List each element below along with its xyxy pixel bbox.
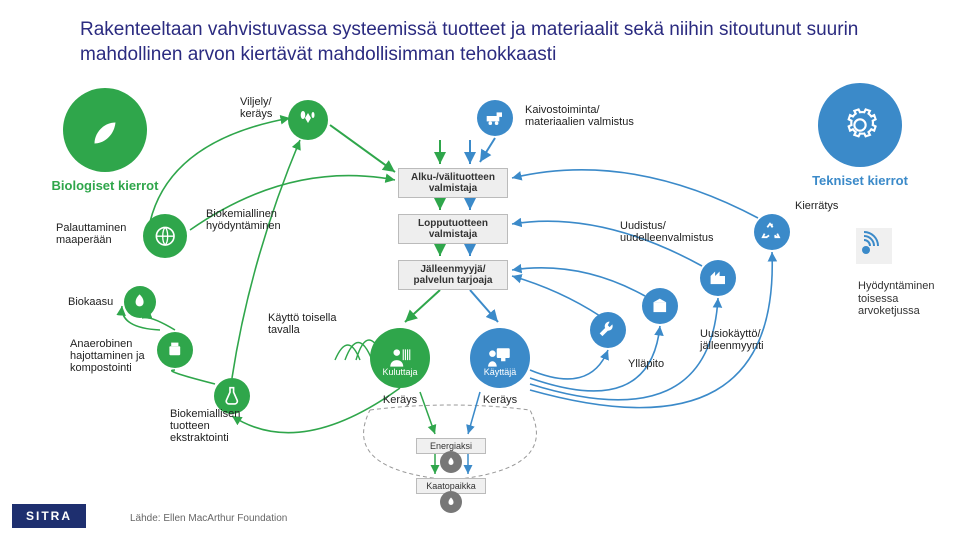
biogas-icon xyxy=(124,286,156,318)
consumer-circle xyxy=(370,328,430,388)
reuse-icon xyxy=(642,288,678,324)
mining-icon xyxy=(477,100,513,136)
anaerobic-icon xyxy=(157,332,193,368)
tech-big-icon xyxy=(818,83,902,167)
landfill-icon xyxy=(440,491,462,513)
bio-label: Biologiset kierrot xyxy=(50,178,160,193)
flow-retail: Jälleenmyyjä/ palvelun tarjoaja xyxy=(398,260,508,290)
energy-icon xyxy=(440,451,462,473)
user-circle xyxy=(470,328,530,388)
anaerobic-label: Anaerobinen hajottaminen ja kompostointi xyxy=(70,338,145,374)
utilization-label: Hyödyntäminen toisessa arvoketjussa xyxy=(858,280,938,318)
consumer-collect: Keräys xyxy=(370,394,430,406)
user-collect: Keräys xyxy=(470,394,530,406)
flow-final: Lopputuotteen valmistaja xyxy=(398,214,508,244)
consumer-label: Kuluttaja xyxy=(370,368,430,378)
extract-label: Biokemiallisen tuotteen ekstraktointi xyxy=(170,408,240,444)
recycle-label: Kierrätys xyxy=(795,200,838,212)
maintain-label: Ylläpito xyxy=(628,358,664,370)
flow-primary: Alku-/välituotteen valmistaja xyxy=(398,168,508,198)
bio-extra-label: Käyttö toisella tavalla xyxy=(268,312,336,336)
bio-big-icon xyxy=(63,88,147,172)
farming-icon xyxy=(288,100,328,140)
user-label: Käyttäjä xyxy=(470,368,530,378)
mining-label: Kaivostoiminta/ materiaalien valmistus xyxy=(525,104,634,128)
remanuf-icon xyxy=(700,260,736,296)
earth-icon xyxy=(143,214,187,258)
earth-label: Palauttaminen maaperään xyxy=(56,222,126,246)
biogas-label: Biokaasu xyxy=(68,296,113,308)
maintain-icon xyxy=(590,312,626,348)
source-text: Lähde: Ellen MacArthur Foundation xyxy=(130,513,287,524)
sitra-logo: SITRA xyxy=(12,504,86,528)
reuse-label: Uusiokäyttö/ jälleenmyynti xyxy=(700,328,764,352)
page-title: Rakenteeltaan vahvistuvassa systeemissä … xyxy=(80,18,880,67)
tech-label: Tekniset kierrot xyxy=(805,173,915,188)
recycle-icon xyxy=(754,214,790,250)
remanuf-label: Uudistus/ uudelleenvalmistus xyxy=(620,220,714,244)
farming-label: Viljely/ keräys xyxy=(240,96,272,120)
bio-extra-label: Biokemiallinen hyödyntäminen xyxy=(206,208,281,232)
